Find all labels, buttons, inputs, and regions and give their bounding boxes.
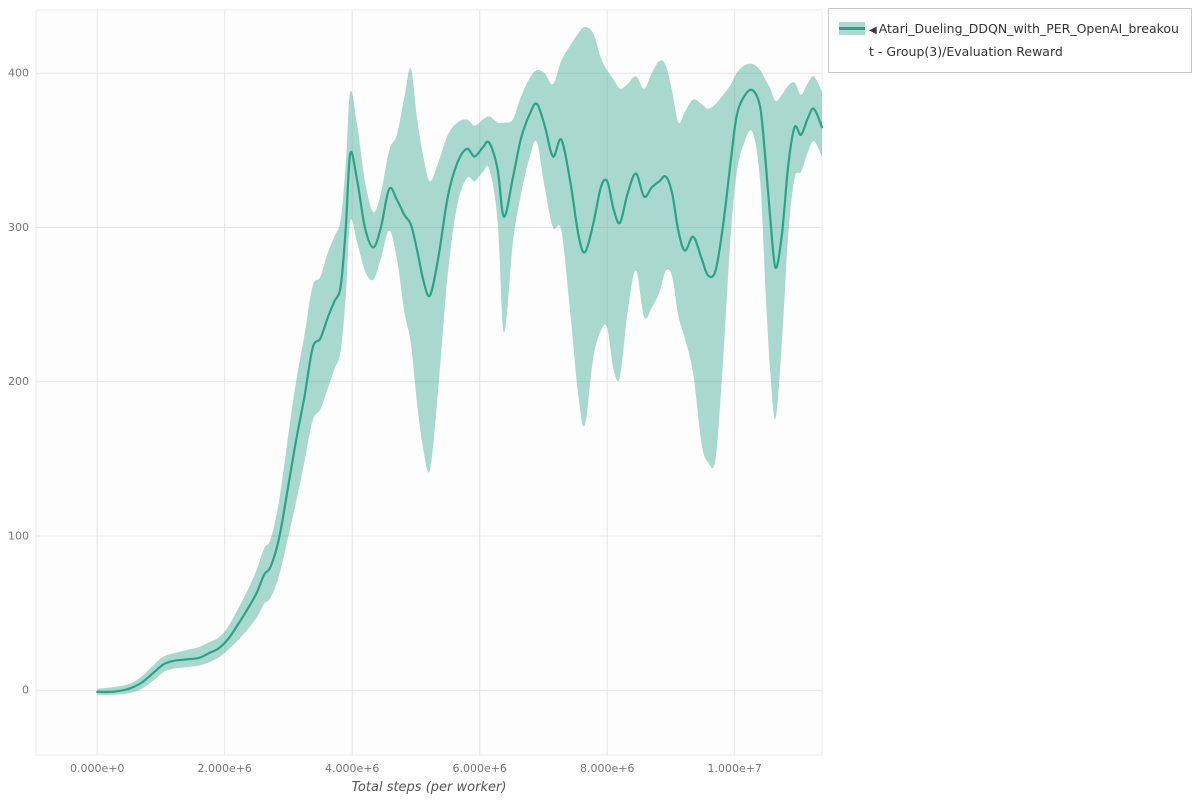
confidence-band bbox=[97, 27, 822, 695]
x-tick-label: 1.000e+7 bbox=[707, 762, 761, 775]
evaluation-reward-line[interactable] bbox=[96, 88, 824, 694]
axis-layer: 0 100 200 300 400 0.000e+0 2.000e+6 4.000e+6 6.0… bbox=[8, 67, 762, 775]
x-axis-title: Total steps (per worker) bbox=[352, 780, 507, 795]
series-layer bbox=[96, 27, 824, 695]
legend-marker-icon: ◀ bbox=[869, 25, 877, 36]
y-tick-label: 100 bbox=[8, 530, 29, 543]
plot-area[interactable] bbox=[35, 9, 823, 756]
legend[interactable]: ◀ Atari_Dueling_DDQN_with_PER_OpenAI_brea… bbox=[828, 8, 1192, 73]
y-tick-label: 400 bbox=[8, 67, 29, 80]
y-tick-label: 200 bbox=[8, 375, 29, 388]
legend-line-icon bbox=[839, 27, 865, 30]
y-tick-label: 300 bbox=[8, 221, 29, 234]
grid-layer bbox=[36, 10, 822, 755]
x-tick-label: 8.000e+6 bbox=[580, 762, 634, 775]
legend-label: Atari_Dueling_DDQN_with_PER_OpenAI_break… bbox=[869, 21, 1179, 59]
x-tick-label: 4.000e+6 bbox=[325, 762, 379, 775]
x-tick-label: 6.000e+6 bbox=[452, 762, 506, 775]
legend-entry[interactable]: ◀ Atari_Dueling_DDQN_with_PER_OpenAI_brea… bbox=[869, 18, 1181, 63]
x-tick-label: 0.000e+0 bbox=[70, 762, 124, 775]
legend-series-swatch-icon bbox=[839, 22, 865, 35]
x-tick-label: 2.000e+6 bbox=[197, 762, 251, 775]
y-tick-label: 0 bbox=[22, 684, 29, 697]
